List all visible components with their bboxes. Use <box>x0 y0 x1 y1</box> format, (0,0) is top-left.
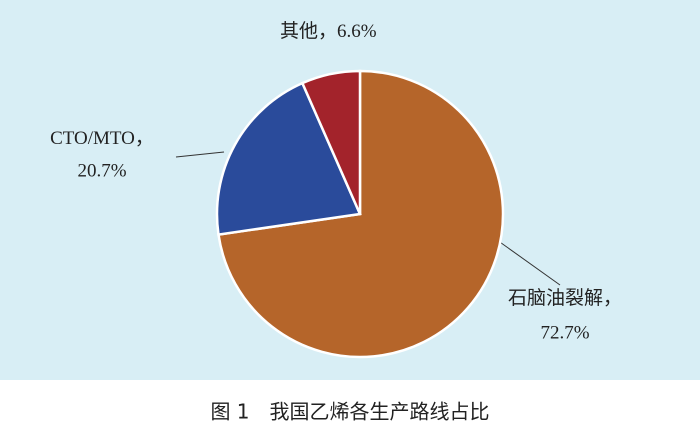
data-label: 其他，6.6% <box>280 20 377 42</box>
pie-slice <box>215 81 362 237</box>
leader-line <box>175 151 225 158</box>
value-label: 72.7% <box>540 322 589 343</box>
category-label: 其他 <box>280 20 318 42</box>
category-label: 石脑油裂解 <box>508 287 603 309</box>
leader-line <box>496 239 561 286</box>
separator: ， <box>135 128 154 149</box>
data-label: 石脑油裂解， <box>508 287 622 309</box>
value-label: 20.7% <box>77 160 126 181</box>
pie-slice <box>300 69 362 215</box>
data-label: CTO/MTO， <box>50 128 154 149</box>
value-label: 6.6% <box>337 21 377 42</box>
separator: ， <box>603 288 622 309</box>
separator: ， <box>318 21 337 42</box>
category-label: CTO/MTO <box>50 128 135 149</box>
caption: 图 1 我国乙烯各生产路线占比 <box>210 400 489 424</box>
